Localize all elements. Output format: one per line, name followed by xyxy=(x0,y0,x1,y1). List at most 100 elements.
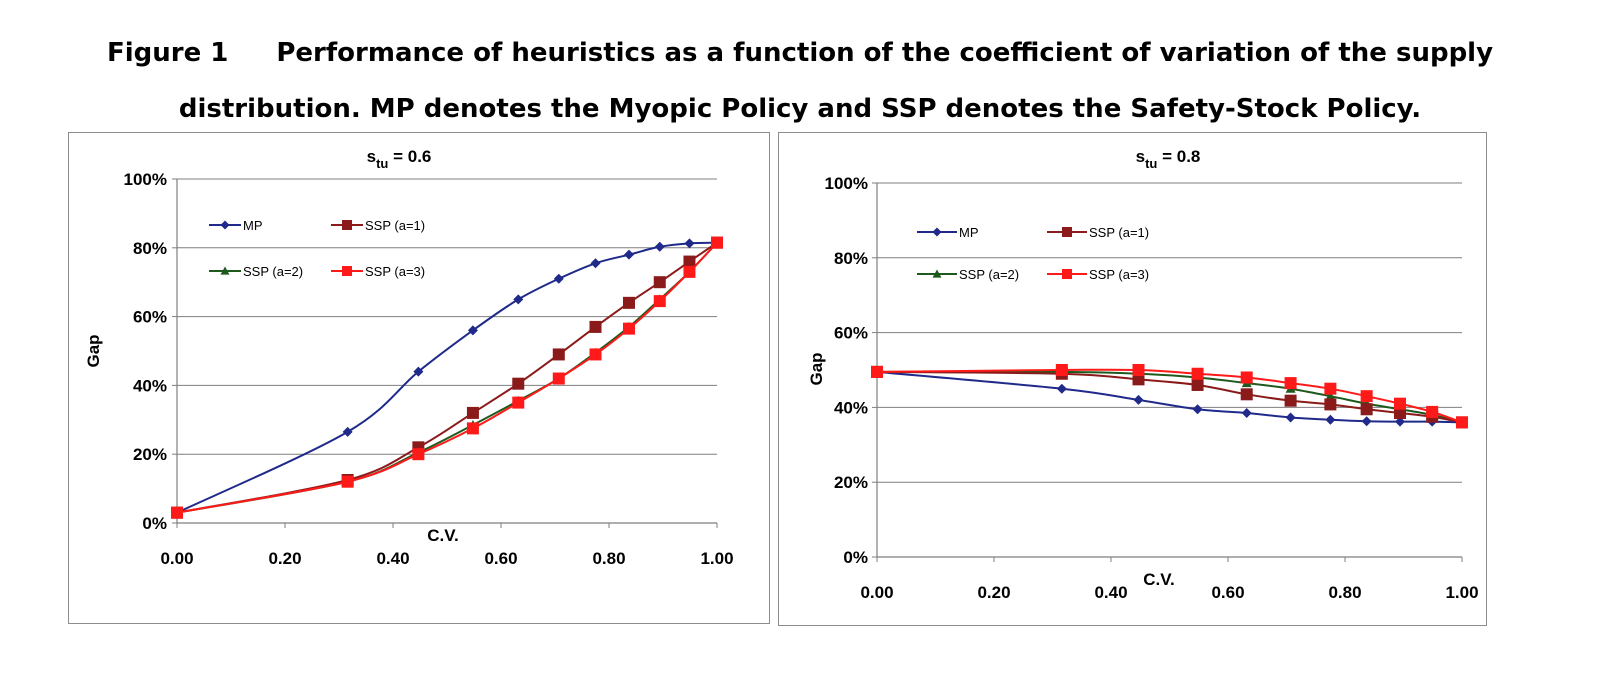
legend: MP SSP (a=1) SSP (a=2) SSP (a=3) xyxy=(917,225,1149,282)
y-tick-label: 100% xyxy=(825,174,868,193)
y-tick-label: 40% xyxy=(834,398,868,417)
legend-item: SSP (a=1) xyxy=(1047,225,1149,240)
data-point xyxy=(553,273,564,284)
legend: MP SSP (a=1) SSP (a=2) SSP (a=3) xyxy=(209,218,425,279)
legend-item: SSP (a=1) xyxy=(331,218,425,233)
x-tick-label: 0.60 xyxy=(484,549,517,568)
data-point xyxy=(413,366,424,377)
x-axis-label: C.V. xyxy=(427,526,459,545)
data-point xyxy=(341,475,354,488)
data-point xyxy=(171,506,183,519)
data-point xyxy=(932,227,942,237)
chart-title-rest: = 0.6 xyxy=(388,147,431,166)
data-point xyxy=(711,236,723,249)
data-point xyxy=(1324,382,1337,395)
data-point xyxy=(1056,383,1067,394)
x-tick-label: 0.80 xyxy=(1328,583,1361,602)
data-point xyxy=(1325,391,1336,401)
chart-title-main: s xyxy=(367,147,376,166)
data-point xyxy=(590,258,601,269)
legend-label: MP xyxy=(959,225,979,240)
y-tick-label: 20% xyxy=(834,473,868,492)
x-tick-label: 0.00 xyxy=(860,583,893,602)
legend-label: SSP (a=2) xyxy=(243,264,303,279)
data-point xyxy=(1393,407,1406,420)
data-point xyxy=(589,348,602,361)
series-ssp-a-2- xyxy=(172,237,722,517)
x-tick-label: 0.20 xyxy=(268,549,301,568)
series-line xyxy=(176,241,718,514)
data-point xyxy=(1393,397,1406,410)
data-point xyxy=(1284,394,1297,407)
data-point xyxy=(684,238,695,249)
data-point xyxy=(342,220,352,230)
legend-label: SSP (a=3) xyxy=(1089,267,1149,282)
data-point xyxy=(1284,377,1297,390)
legend-label: SSP (a=2) xyxy=(959,267,1019,282)
y-axis-label: Gap xyxy=(84,334,103,367)
data-point xyxy=(513,294,524,305)
data-point xyxy=(683,255,696,268)
series-mp xyxy=(172,237,722,518)
y-tick-label: 20% xyxy=(133,445,167,464)
chart-right: 0% 20% 40% 60% 80% 100% 0.00 0.20 0.40 0.60 0.80 1.… xyxy=(778,132,1487,626)
data-point xyxy=(1192,404,1203,415)
data-point xyxy=(623,249,634,260)
data-point xyxy=(1324,398,1337,411)
y-tick-label: 40% xyxy=(133,376,167,395)
chart-title-main: s xyxy=(1136,147,1145,166)
caption-line-1: Figure 1 Performance of heuristics as a f… xyxy=(0,38,1600,68)
series-ssp-a-3- xyxy=(871,364,1468,429)
y-tick-label: 0% xyxy=(843,548,868,567)
legend-item: SSP (a=3) xyxy=(331,264,425,279)
series-line xyxy=(876,368,1463,424)
data-point xyxy=(1062,269,1072,279)
x-axis-label: C.V. xyxy=(1143,570,1175,589)
data-point xyxy=(622,296,635,309)
data-point xyxy=(1456,416,1468,429)
data-point xyxy=(1325,414,1336,425)
y-axis-label: Gap xyxy=(807,352,826,385)
chart-title: stu = 0.8 xyxy=(1136,147,1201,171)
data-point xyxy=(1240,388,1253,401)
x-tick-label: 0.80 xyxy=(592,549,625,568)
data-point xyxy=(342,266,352,276)
x-tick-label: 0.40 xyxy=(376,549,409,568)
x-tick-label: 0.40 xyxy=(1094,583,1127,602)
caption-line-2: distribution. MP denotes the Myopic Poli… xyxy=(178,94,1422,124)
data-point xyxy=(622,322,635,335)
data-point xyxy=(653,295,666,308)
data-point xyxy=(932,269,942,278)
data-point xyxy=(654,241,665,252)
y-tick-label: 0% xyxy=(142,514,167,533)
legend-item: MP xyxy=(917,225,979,240)
series-line xyxy=(176,241,718,514)
data-point xyxy=(552,348,565,361)
data-point xyxy=(466,406,479,419)
data-point xyxy=(342,426,353,437)
series-line xyxy=(176,241,718,514)
data-point xyxy=(653,276,666,289)
data-point xyxy=(552,372,565,385)
data-point xyxy=(512,396,525,409)
series-line xyxy=(176,241,718,514)
data-point xyxy=(466,422,479,435)
data-point xyxy=(1360,403,1373,416)
chart-right-svg: 0% 20% 40% 60% 80% 100% 0.00 0.20 0.40 0.60 0.80 1.… xyxy=(807,147,1479,602)
data-point xyxy=(1191,378,1204,391)
legend-item: MP xyxy=(209,218,263,233)
legend-label: MP xyxy=(243,218,263,233)
data-point xyxy=(1062,227,1072,237)
chart-title-rest: = 0.8 xyxy=(1157,147,1200,166)
data-point xyxy=(683,265,696,278)
chart-left-svg: 0% 20% 40% 60% 80% 100% 0.00 0.20 0.40 0.60 0.80 1.… xyxy=(84,147,734,568)
series-ssp-a-3- xyxy=(171,236,723,519)
legend-label: SSP (a=1) xyxy=(1089,225,1149,240)
legend-label: SSP (a=1) xyxy=(365,218,425,233)
data-point xyxy=(1133,394,1144,405)
data-point xyxy=(1132,364,1145,376)
y-tick-label: 80% xyxy=(133,239,167,258)
legend-item: SSP (a=3) xyxy=(1047,267,1149,282)
data-point xyxy=(1360,390,1373,403)
data-point xyxy=(412,448,425,461)
